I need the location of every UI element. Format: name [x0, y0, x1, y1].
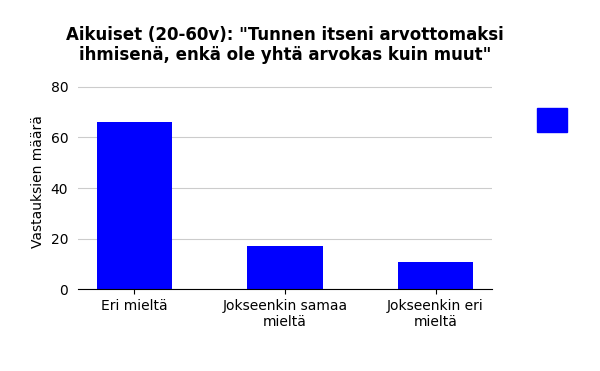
Y-axis label: Vastauksien määrä: Vastauksien määrä [31, 115, 45, 248]
Bar [97, 122, 172, 289]
Bar [247, 246, 323, 289]
Bar [398, 262, 473, 289]
Title: Aikuiset (20-60v): "Tunnen itseni arvottomaksi
ihmisenä, enkä ole yhtä arvokas k: Aikuiset (20-60v): "Tunnen itseni arvott… [66, 26, 504, 64]
